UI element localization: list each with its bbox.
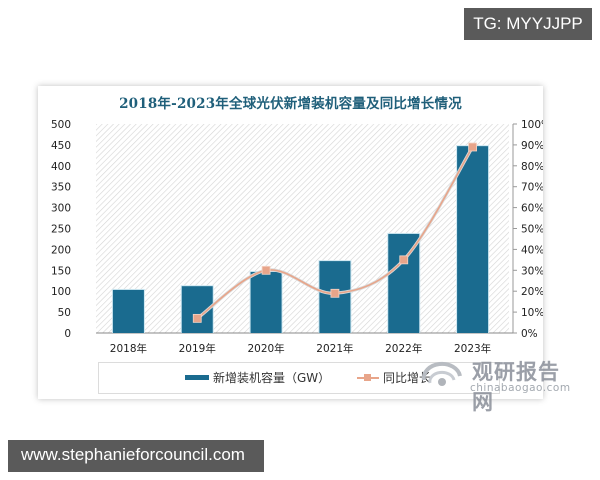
watermark: 观研报告网 chinabaogao.com — [416, 356, 581, 414]
bar-swatch-icon — [185, 375, 209, 380]
line-marker-swatch-icon — [357, 373, 379, 381]
right-axis-tick: 10% — [521, 307, 543, 319]
x-axis-label: 2020年 — [247, 342, 284, 355]
left-axis-tick: 100 — [51, 286, 71, 298]
right-axis-tick: 100% — [521, 119, 543, 131]
watermark-url: chinabaogao.com — [470, 382, 571, 394]
growth-marker — [468, 142, 477, 152]
legend-item-growth: 同比增长 — [357, 369, 431, 386]
right-axis-tick: 20% — [521, 286, 543, 298]
left-axis-tick: 50 — [58, 307, 71, 319]
capacity-bar — [457, 146, 489, 333]
legend-label-capacity: 新增装机容量（GW） — [213, 371, 331, 385]
legend-item-capacity: 新增装机容量（GW） — [185, 369, 330, 386]
left-axis-tick: 300 — [51, 203, 71, 215]
legend-label-growth: 同比增长 — [383, 371, 432, 385]
combo-chart: 0 50 100 150 200 250 300 350 400 450 500 0% 10% 20% 30… — [51, 119, 543, 355]
left-axis-tick: 150 — [51, 265, 71, 277]
plot-area — [96, 124, 509, 333]
x-axis-label: 2022年 — [385, 342, 422, 355]
right-axis-tick: 0% — [521, 328, 538, 340]
right-axis-tick: 50% — [521, 224, 543, 236]
right-axis-tick: 40% — [521, 244, 543, 256]
left-axis-tick: 500 — [51, 119, 71, 131]
capacity-bar — [388, 233, 420, 333]
right-axis-tick: 90% — [521, 140, 543, 152]
right-axis-tick: 60% — [521, 203, 543, 215]
capacity-bar — [250, 271, 282, 333]
left-axis-tick: 350 — [51, 182, 71, 194]
growth-marker — [330, 288, 340, 298]
watermark-title: 观研报告网 — [472, 360, 560, 414]
website-badge: www.stephanieforcouncil.com — [8, 440, 264, 472]
x-axis-label: 2023年 — [454, 342, 491, 355]
growth-marker — [399, 255, 409, 265]
right-axis-tick: 30% — [521, 265, 543, 277]
capacity-bar — [112, 289, 144, 333]
right-axis-tick: 70% — [521, 182, 543, 194]
left-axis-tick: 400 — [51, 161, 71, 173]
left-axis-tick: 250 — [51, 224, 71, 236]
growth-marker — [261, 265, 271, 275]
growth-marker — [192, 313, 202, 323]
chart-card: 2018年-2023年全球光伏新增装机容量及同比增长情况 0 50 100 150 20… — [38, 86, 570, 414]
telegram-badge: TG: MYYJJPP — [464, 8, 592, 40]
x-axis-label: 2019年 — [179, 342, 216, 355]
x-axis-label: 2021年 — [316, 342, 353, 355]
watermark-logo-icon — [421, 361, 462, 386]
left-axis-tick: 200 — [51, 244, 71, 256]
left-axis-tick: 0 — [64, 328, 71, 340]
right-axis-tick: 80% — [521, 161, 543, 173]
chart-title: 2018年-2023年全球光伏新增装机容量及同比增长情况 — [119, 96, 462, 112]
x-axis-label: 2018年 — [110, 342, 147, 355]
left-axis-tick: 450 — [51, 140, 71, 152]
